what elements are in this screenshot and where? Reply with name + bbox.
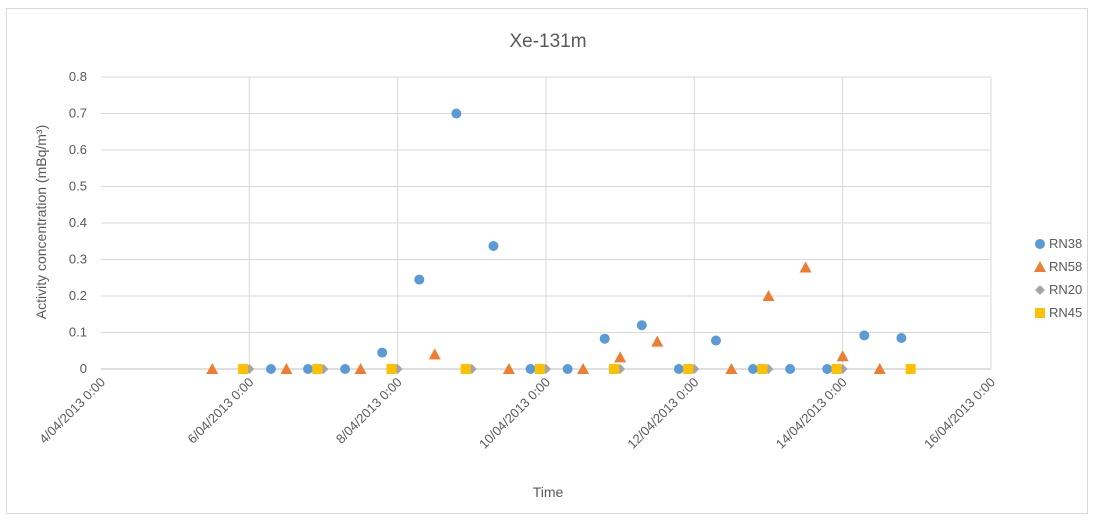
legend-label: RN38 xyxy=(1049,236,1082,251)
data-point-rn45 xyxy=(757,364,768,374)
series-rn45 xyxy=(238,364,916,374)
x-tick-label: 4/04/2013 0:00 xyxy=(36,375,108,447)
data-point-rn45 xyxy=(238,364,249,374)
data-point-rn38 xyxy=(599,333,610,344)
data-point-rn38 xyxy=(673,364,684,374)
data-point-rn38 xyxy=(785,364,796,374)
data-point-rn45 xyxy=(534,364,545,374)
data-point-rn38 xyxy=(488,240,499,251)
x-tick-label: 12/04/2013 0:00 xyxy=(624,375,701,452)
x-axis-ticks: 4/04/2013 0:00 6/04/2013 0:00 8/04/2013 0:… xyxy=(36,375,998,452)
data-point-rn38 xyxy=(377,347,388,358)
data-point-rn58 xyxy=(651,335,664,347)
data-point-rn38 xyxy=(303,364,314,374)
legend-label: RN45 xyxy=(1049,305,1082,320)
data-point-rn58 xyxy=(725,363,738,374)
data-point-rn38 xyxy=(414,274,425,285)
data-point-rn58 xyxy=(502,363,515,374)
y-tick-label: 0 xyxy=(80,361,87,376)
legend-marker-rn45 xyxy=(1035,308,1045,318)
legend-marker-rn38 xyxy=(1035,239,1045,249)
data-point-rn38 xyxy=(340,364,351,374)
legend-item-rn38: RN38 xyxy=(1035,236,1082,251)
data-point-rn38 xyxy=(525,364,536,374)
data-point-rn58 xyxy=(799,261,812,273)
data-point-rn38 xyxy=(896,332,907,343)
y-axis-ticks: 0 0.1 0.2 0.3 0.4 0.5 0.6 0.7 0.8 xyxy=(69,69,87,376)
chart-title: Xe-131m xyxy=(509,31,586,52)
gridlines xyxy=(101,76,992,370)
x-tick-label: 10/04/2013 0:00 xyxy=(476,375,553,452)
data-point-rn38 xyxy=(859,330,870,341)
legend: RN38 RN58 RN20 RN45 xyxy=(1034,236,1082,320)
x-tick-label: 8/04/2013 0:00 xyxy=(333,375,405,447)
data-point-rn58 xyxy=(836,350,849,362)
y-tick-label: 0.7 xyxy=(69,106,87,121)
legend-label: RN20 xyxy=(1049,282,1082,297)
data-point-rn38 xyxy=(636,320,647,331)
y-axis-title: Activity concentration (mBq/m³) xyxy=(33,125,49,320)
data-point-rn45 xyxy=(683,364,694,374)
x-tick-label: 6/04/2013 0:00 xyxy=(185,375,257,447)
data-point-rn38 xyxy=(822,364,833,374)
data-point-rn45 xyxy=(608,364,619,374)
data-point-rn45 xyxy=(460,364,471,374)
legend-item-rn45: RN45 xyxy=(1035,305,1082,320)
data-point-rn58 xyxy=(206,363,219,374)
data-point-rn38 xyxy=(562,364,573,374)
legend-item-rn58: RN58 xyxy=(1034,259,1082,274)
data-point-rn58 xyxy=(873,363,886,374)
x-tick-label: 14/04/2013 0:00 xyxy=(773,375,850,452)
y-tick-label: 0.6 xyxy=(69,142,87,157)
legend-item-rn20: RN20 xyxy=(1035,282,1082,297)
legend-label: RN58 xyxy=(1049,259,1082,274)
series-rn58 xyxy=(206,261,886,374)
data-point-rn45 xyxy=(312,364,323,374)
legend-marker-rn58 xyxy=(1034,261,1046,272)
data-point-rn45 xyxy=(831,364,842,374)
data-point-rn38 xyxy=(748,364,759,374)
data-point-rn58 xyxy=(577,363,590,374)
legend-marker-rn20 xyxy=(1035,285,1045,295)
data-point-rn58 xyxy=(428,348,441,360)
data-point-rn58 xyxy=(280,363,293,374)
data-points xyxy=(206,108,916,374)
y-tick-label: 0.1 xyxy=(69,325,87,340)
data-point-rn45 xyxy=(905,364,916,374)
data-point-rn58 xyxy=(762,290,775,301)
data-point-rn45 xyxy=(386,364,397,374)
data-point-rn38 xyxy=(710,335,721,346)
data-point-rn58 xyxy=(614,351,627,363)
y-tick-label: 0.2 xyxy=(69,288,87,303)
y-tick-label: 0.4 xyxy=(69,215,87,230)
chart-area xyxy=(6,8,1088,514)
data-point-rn58 xyxy=(354,363,367,374)
series-rn38 xyxy=(238,108,907,374)
x-axis-title: Time xyxy=(533,484,564,500)
y-tick-label: 0.3 xyxy=(69,252,87,267)
y-tick-label: 0.8 xyxy=(69,69,87,84)
y-tick-label: 0.5 xyxy=(69,179,87,194)
data-point-rn38 xyxy=(451,108,462,119)
x-tick-label: 16/04/2013 0:00 xyxy=(921,375,998,452)
data-point-rn38 xyxy=(265,364,276,374)
